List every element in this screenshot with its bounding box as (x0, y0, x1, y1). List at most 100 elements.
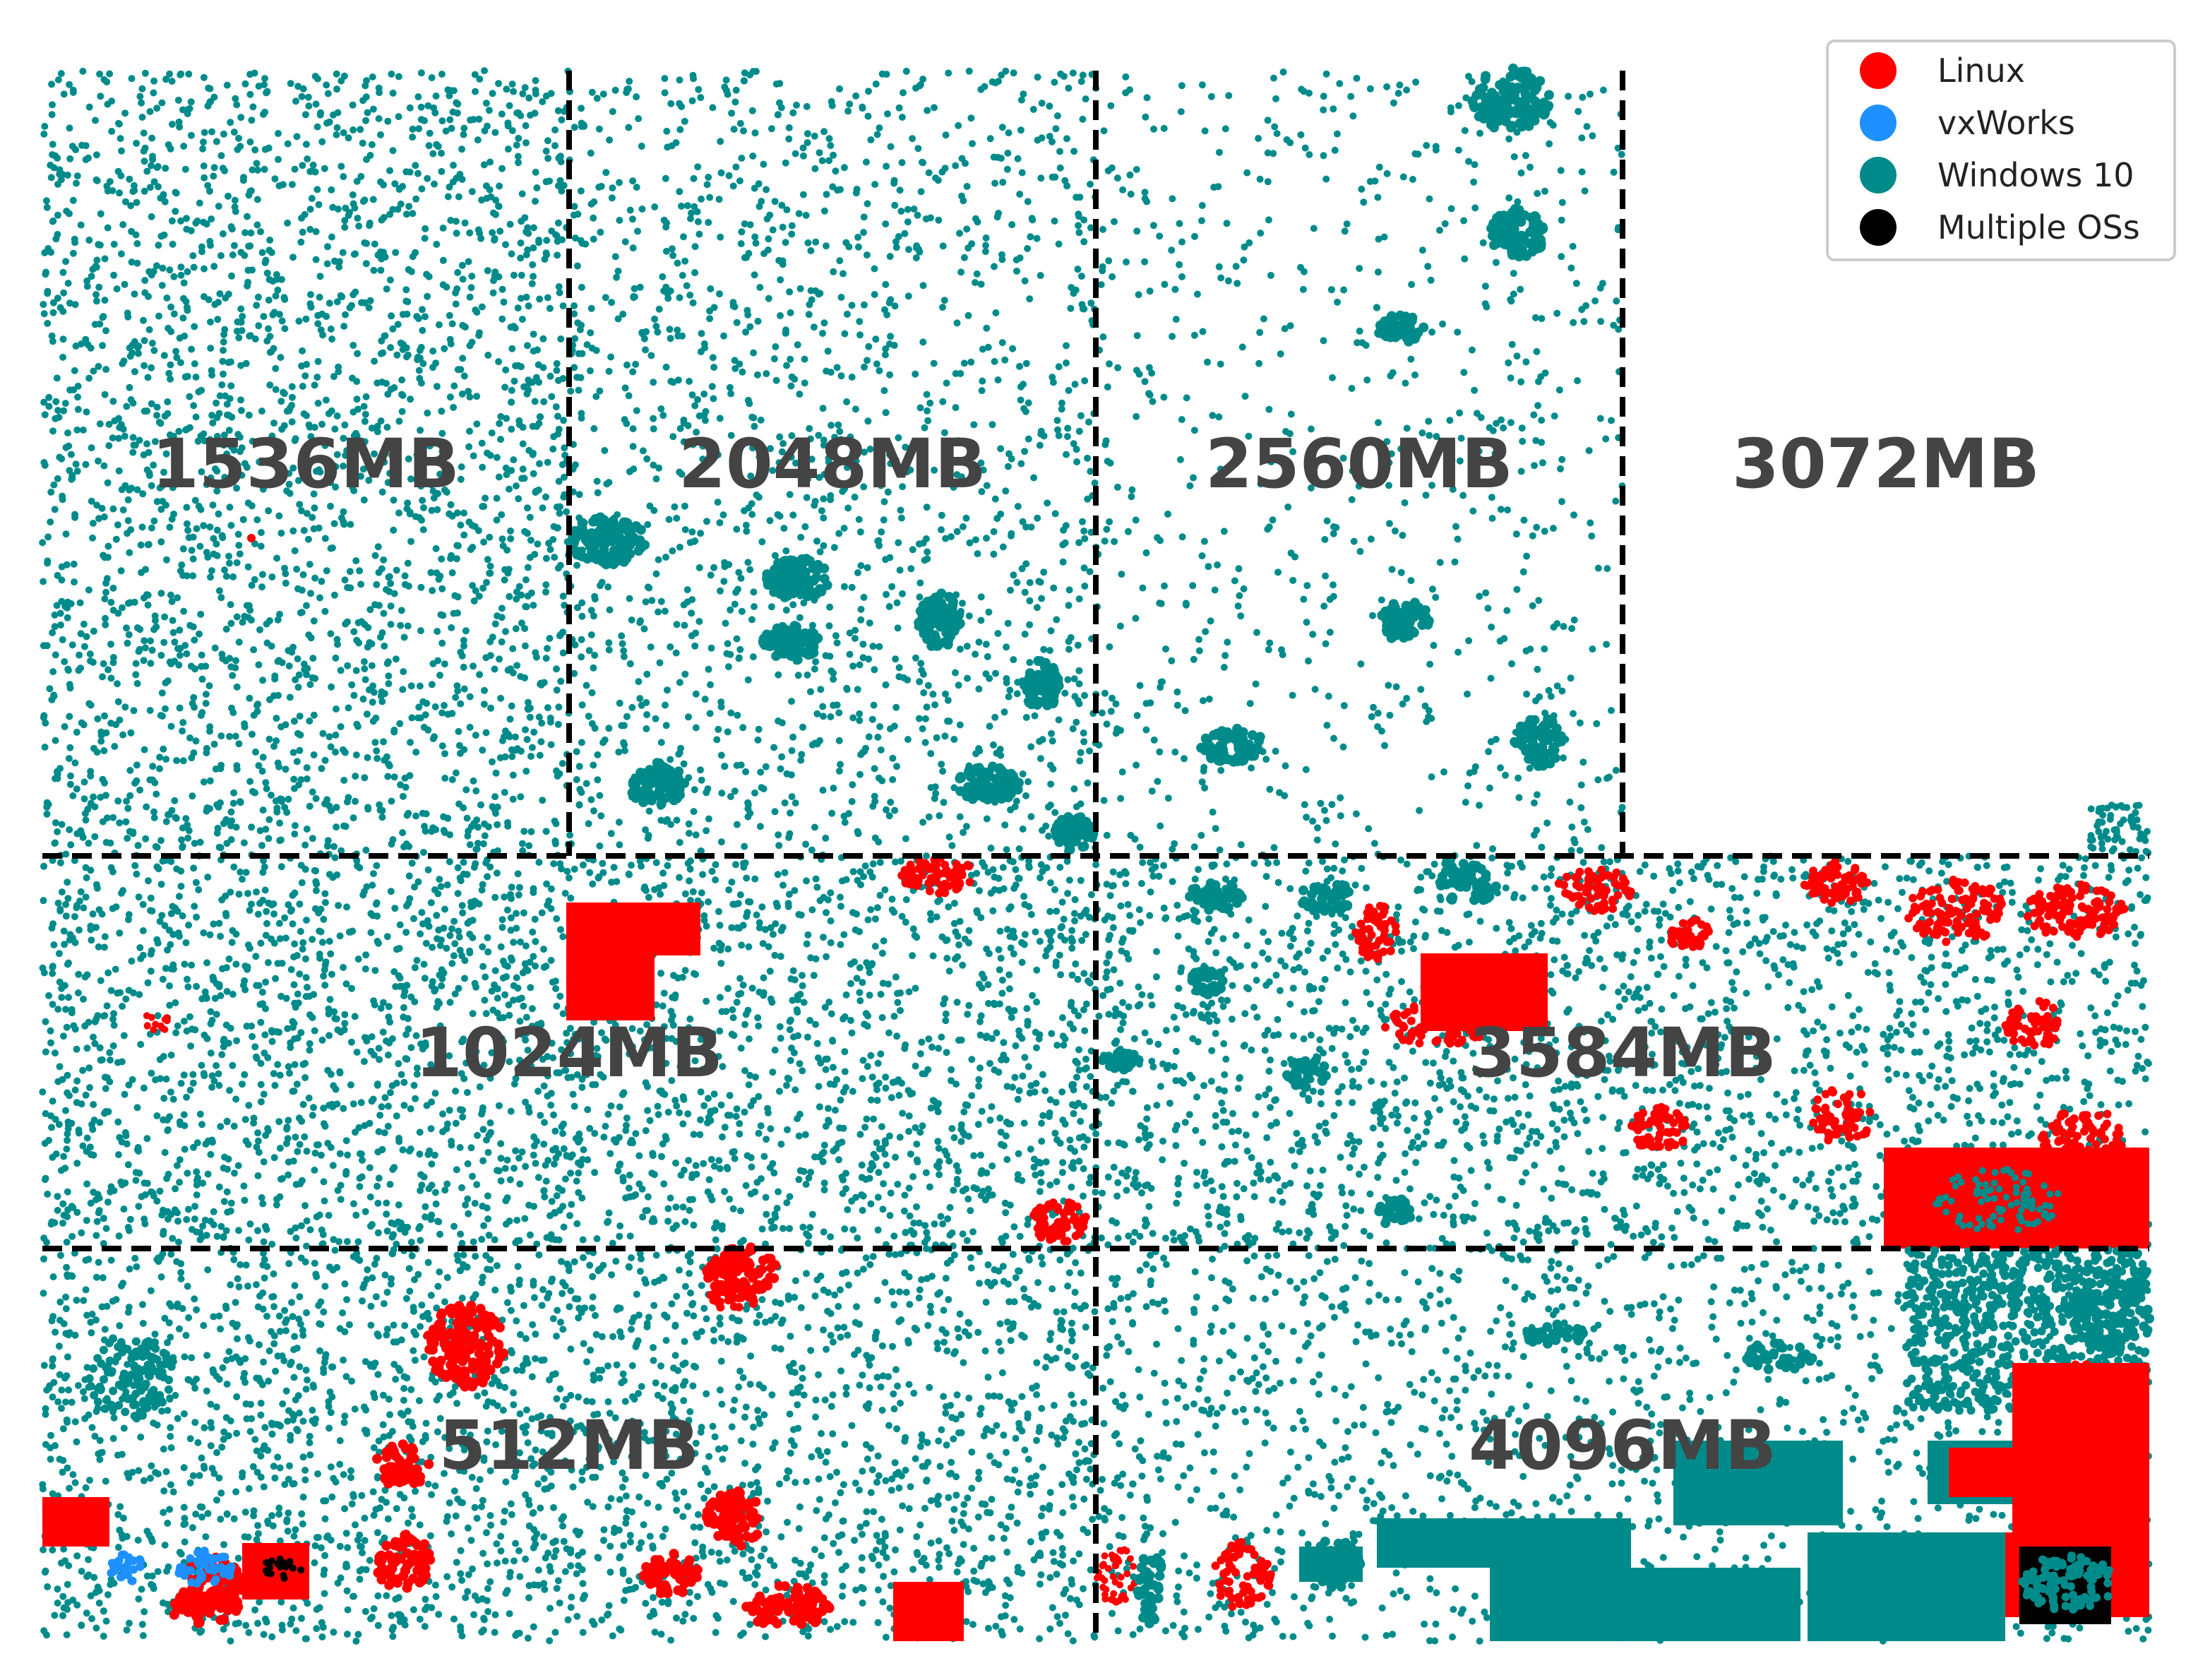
data-point (983, 641, 990, 648)
data-point (926, 400, 933, 407)
data-point (792, 626, 802, 636)
data-point (469, 188, 476, 195)
data-point (520, 828, 527, 835)
data-point (275, 130, 282, 137)
data-point (166, 266, 173, 273)
data-point (375, 251, 382, 258)
data-point (811, 133, 818, 140)
data-point (183, 650, 190, 657)
data-point (439, 742, 446, 749)
data-point (93, 177, 100, 184)
data-point (169, 598, 176, 605)
data-point (378, 379, 386, 386)
data-point (578, 187, 585, 194)
data-point (764, 215, 771, 222)
data-point (626, 523, 636, 533)
data-point (1004, 785, 1014, 794)
data-point (566, 832, 573, 839)
data-point (489, 803, 496, 810)
data-point (677, 745, 684, 752)
data-point (97, 794, 104, 801)
data-point (501, 299, 508, 306)
data-point (643, 699, 650, 706)
data-point (734, 821, 741, 828)
data-point (713, 736, 720, 743)
data-point (1071, 693, 1078, 700)
data-point (965, 312, 972, 319)
data-point (49, 218, 56, 225)
data-point (777, 312, 784, 319)
data-point (466, 230, 473, 237)
data-point (705, 816, 712, 823)
data-point (292, 547, 299, 554)
data-point (650, 415, 657, 422)
data-point (69, 792, 76, 799)
data-point (1471, 204, 1479, 211)
data-point (124, 835, 131, 842)
data-point (1489, 515, 1496, 522)
data-point (438, 640, 446, 647)
data-point (931, 701, 938, 708)
data-point (705, 174, 712, 181)
data-point (1008, 221, 1015, 228)
data-point (895, 673, 902, 680)
data-point (250, 646, 257, 653)
data-point (734, 712, 741, 719)
data-point (220, 338, 227, 345)
data-point (938, 512, 945, 519)
data-point (143, 168, 150, 175)
data-point (249, 788, 256, 795)
data-point (326, 733, 333, 740)
data-point (1046, 667, 1056, 677)
data-point (1558, 167, 1565, 174)
data-point (855, 244, 862, 251)
data-point (295, 684, 302, 691)
data-point (650, 425, 657, 432)
data-point (274, 287, 281, 294)
data-point (329, 544, 336, 552)
data-point (288, 402, 295, 409)
data-point (871, 181, 878, 188)
data-point (1017, 126, 1025, 133)
data-point (1291, 554, 1298, 561)
data-point (64, 429, 71, 436)
data-point (758, 638, 768, 648)
data-point (917, 405, 924, 412)
data-point (702, 696, 709, 703)
data-point (297, 713, 304, 720)
data-point (729, 299, 736, 306)
data-point (492, 211, 499, 218)
data-point (716, 519, 723, 526)
data-point (642, 787, 652, 797)
data-point (436, 672, 443, 679)
data-point (408, 714, 415, 721)
data-point (574, 263, 581, 270)
data-point (1141, 258, 1148, 266)
data-point (544, 155, 551, 162)
data-point (153, 791, 160, 798)
data-point (227, 119, 234, 126)
data-point (1070, 725, 1077, 732)
data-point (1128, 191, 1135, 198)
data-point (489, 758, 496, 765)
data-point (177, 263, 184, 270)
data-point (697, 530, 704, 537)
data-point (1233, 263, 1240, 270)
data-point (986, 675, 993, 682)
data-point (834, 639, 841, 646)
data-point (304, 764, 311, 771)
data-point (313, 100, 320, 107)
data-point (898, 515, 905, 522)
data-point (891, 177, 898, 184)
data-point (338, 667, 345, 674)
data-point (1426, 707, 1433, 714)
data-point (525, 447, 532, 454)
data-point (51, 840, 58, 847)
data-point (152, 612, 159, 619)
data-point (350, 291, 357, 298)
data-point (829, 102, 836, 109)
data-point (247, 332, 254, 339)
data-point (697, 94, 704, 101)
data-point (645, 585, 652, 592)
data-point (383, 285, 390, 292)
